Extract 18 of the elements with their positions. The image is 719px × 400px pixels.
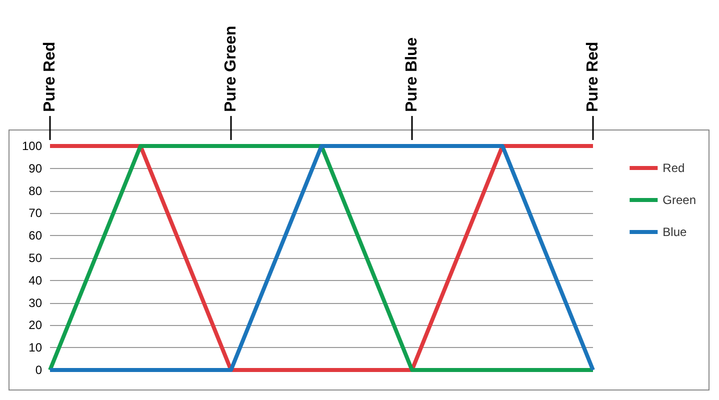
y-tick-label: 20 (28, 318, 42, 332)
y-tick-label: 10 (28, 340, 42, 355)
text: Pure Blue (404, 37, 420, 112)
y-tick-label: 50 (28, 251, 42, 265)
y-tick-label: 100 (22, 139, 42, 153)
y-tick-label: 70 (28, 206, 42, 220)
y-tick-label: 80 (28, 184, 42, 198)
y-tick-label: 90 (28, 161, 42, 176)
legend-label: Blue (662, 225, 687, 239)
legend-label: Green (662, 193, 696, 207)
y-tick-label: 30 (28, 296, 42, 310)
y-tick-label: 60 (28, 228, 42, 243)
legend-label: Red (662, 161, 685, 175)
y-tick-label: 40 (28, 273, 42, 288)
text: Pure Red (584, 42, 602, 112)
y-tick-label: 0 (35, 363, 42, 377)
text: Pure Red (42, 42, 58, 112)
text: Pure Green (222, 26, 240, 112)
